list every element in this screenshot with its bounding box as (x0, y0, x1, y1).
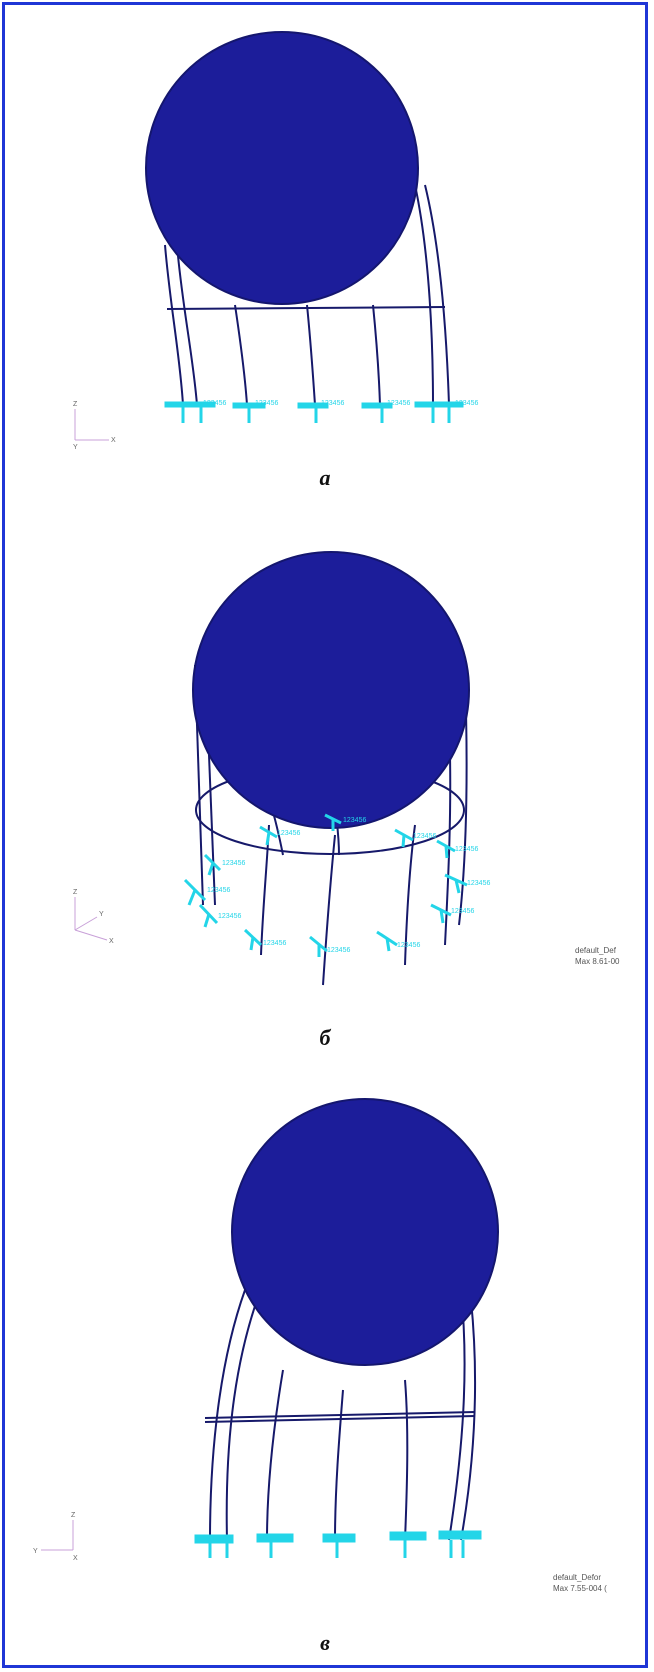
caption-b: б (319, 1025, 331, 1050)
svg-text:123456: 123456 (387, 400, 410, 407)
legend-c-line2: Max 7.55-004 ( (553, 1584, 607, 1593)
constraints-a (164, 401, 464, 423)
svg-text:123456: 123456 (263, 940, 286, 947)
panel-a: 123456 123456 123456 123456 123456 Z X Y… (5, 5, 645, 505)
svg-text:123456: 123456 (455, 846, 478, 853)
legend-b: default_Def Max 8.61-00 (575, 945, 619, 967)
legend-b-line1: default_Def (575, 946, 616, 955)
svg-text:123456: 123456 (413, 833, 436, 840)
svg-text:123456: 123456 (277, 830, 300, 837)
caption-a: а (319, 465, 331, 490)
panel-b-drawing: 123456 123456 123456 123456 123456 12345… (73, 551, 490, 986)
sphere-c (231, 1098, 499, 1366)
svg-text:Z: Z (73, 401, 78, 408)
axis-triad-c: Z Y X (33, 1512, 78, 1562)
svg-text:123456: 123456 (343, 817, 366, 824)
svg-text:123456: 123456 (203, 400, 226, 407)
legend-c-line1: default_Defor (553, 1573, 602, 1582)
svg-text:123456: 123456 (467, 880, 490, 887)
svg-text:Y: Y (33, 1548, 38, 1555)
svg-text:X: X (109, 938, 114, 945)
sphere-a (145, 31, 419, 305)
svg-text:123456: 123456 (397, 942, 420, 949)
panel-c-drawing: Z Y X (33, 1098, 499, 1562)
legend-b-line2: Max 8.61-00 (575, 957, 620, 966)
constraint-labels-a: 123456 123456 123456 123456 123456 (203, 400, 478, 407)
legs-c (204, 1289, 477, 1541)
caption-c: в (320, 1630, 330, 1655)
constraint-labels-b: 123456 123456 123456 123456 123456 12345… (207, 817, 490, 954)
legend-c: default_Defor Max 7.55-004 ( (553, 1572, 607, 1594)
constraints-b (183, 813, 468, 957)
panel-a-drawing: 123456 123456 123456 123456 123456 Z X Y (73, 31, 478, 451)
svg-text:123456: 123456 (218, 913, 241, 920)
axis-triad-b: Z Y X (73, 889, 114, 945)
panel-c: Z Y X default_Defor Max 7.55-004 ( в (5, 1090, 645, 1665)
panel-b: 123456 123456 123456 123456 123456 12345… (5, 525, 645, 1055)
svg-text:123456: 123456 (327, 947, 350, 954)
sphere-b (192, 551, 470, 829)
svg-text:Y: Y (99, 911, 104, 918)
svg-text:123456: 123456 (207, 887, 230, 894)
constraints-c (194, 1530, 482, 1558)
svg-text:Y: Y (73, 444, 78, 451)
axis-triad-a: Z X Y (73, 401, 116, 451)
svg-text:123456: 123456 (255, 400, 278, 407)
legs-a (164, 184, 450, 406)
svg-text:Z: Z (71, 1512, 76, 1519)
svg-text:X: X (73, 1555, 78, 1562)
svg-text:123456: 123456 (455, 400, 478, 407)
svg-text:Z: Z (73, 889, 78, 896)
svg-text:123456: 123456 (321, 400, 344, 407)
svg-text:123456: 123456 (222, 860, 245, 867)
svg-text:123456: 123456 (451, 908, 474, 915)
svg-text:X: X (111, 437, 116, 444)
